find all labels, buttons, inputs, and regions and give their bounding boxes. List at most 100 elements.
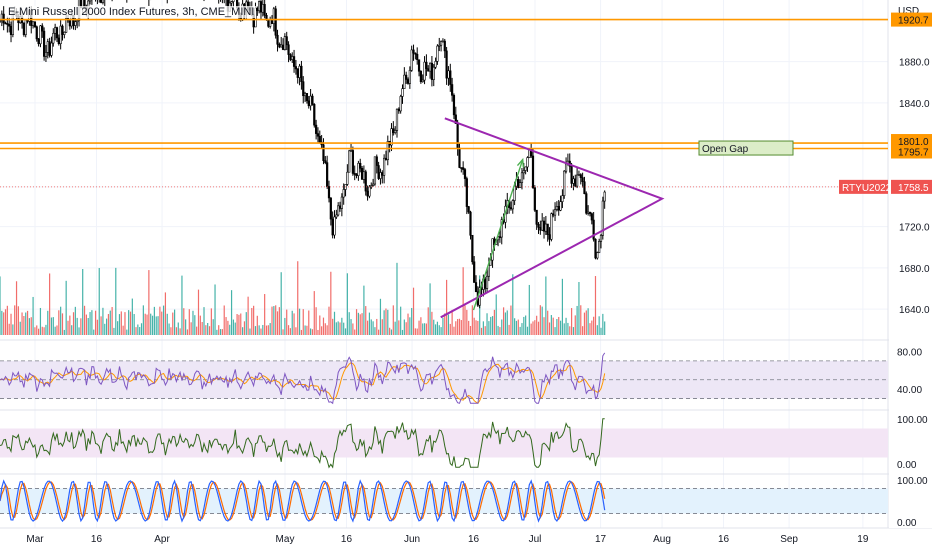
volume-bar (519, 326, 521, 335)
volume-bar (137, 324, 139, 335)
candle (31, 21, 35, 26)
candle (230, 1, 233, 4)
candle (535, 209, 538, 225)
candle (576, 174, 579, 187)
volume-bar (236, 314, 238, 335)
candle (335, 214, 338, 218)
volume-bar (469, 325, 472, 335)
candle (531, 155, 535, 188)
volume-bar (100, 316, 102, 335)
volume-bar (548, 322, 551, 335)
volume-bar (359, 314, 361, 335)
volume-bar (398, 320, 400, 335)
volume-bar (594, 276, 597, 335)
volume-bar (578, 282, 580, 335)
time-tick-label: Apr (154, 534, 170, 545)
volume-bar (19, 321, 21, 335)
volume-bar (201, 322, 203, 335)
volume-bar (536, 315, 538, 335)
volume-bar (440, 327, 442, 335)
trend-arrow[interactable] (472, 159, 524, 311)
volume-bar (287, 325, 290, 335)
volume-bar (47, 310, 49, 335)
candle (300, 65, 303, 82)
candle (579, 174, 582, 178)
time-tick-label: Mar (26, 534, 44, 545)
candle (337, 205, 340, 216)
time-tick-label: 17 (595, 534, 607, 545)
candle (267, 19, 270, 27)
open-gap-box[interactable] (698, 140, 794, 156)
volume-bar (56, 325, 58, 335)
volume-bar (30, 317, 32, 335)
volume-bar (212, 319, 214, 335)
drawings[interactable] (440, 117, 665, 319)
volume-bar (26, 310, 29, 335)
volume-bar (313, 291, 315, 335)
candle (276, 34, 279, 45)
volume-bar (574, 315, 576, 335)
candle (289, 54, 292, 60)
candle (462, 167, 465, 170)
candle (524, 166, 527, 171)
candle (270, 19, 274, 24)
volume-bar (357, 312, 359, 335)
candle (371, 183, 375, 186)
volume-bar (392, 305, 394, 335)
candle (8, 24, 11, 27)
volume-bar (243, 321, 246, 335)
last-price-badge: 1758.5 (898, 183, 929, 194)
volume-bar (120, 311, 122, 335)
candle (324, 160, 327, 163)
candle (386, 141, 389, 161)
volume-bar (185, 319, 187, 335)
candle (546, 223, 549, 235)
volume-bar (298, 308, 301, 335)
level-1920-badge-bg (891, 12, 932, 27)
volume-bar (501, 319, 503, 335)
volume-bar (554, 327, 556, 335)
candle (46, 41, 49, 53)
stoch-tick-100: 100.00 (897, 476, 928, 487)
candle (410, 49, 413, 71)
volume-bar (216, 329, 218, 335)
volume-bar (593, 316, 595, 335)
volume-bar (604, 321, 606, 335)
candle (587, 211, 590, 214)
volume-bar (423, 323, 426, 335)
volume-bar (153, 306, 155, 335)
volume-bar (346, 273, 348, 335)
volume-bar (14, 305, 16, 335)
candle (439, 41, 443, 46)
candle (232, 0, 235, 2)
indicator-bands (0, 360, 888, 514)
candle (340, 196, 343, 209)
candle (272, 8, 275, 24)
volume-bar (383, 310, 385, 335)
volume-bar (587, 308, 589, 335)
volume-bar (561, 278, 564, 335)
volume-bar (431, 311, 433, 335)
price-tick-label: 1680.0 (899, 264, 930, 275)
volume-bar (523, 316, 525, 335)
horizontal-levels[interactable]: Open Gap (0, 18, 888, 188)
candle (76, 20, 79, 23)
volume-bar (429, 283, 431, 335)
osc-tick-100: 100.00 (897, 415, 928, 426)
candle (258, 1, 261, 12)
volume-bar (188, 309, 190, 335)
volume-bar (366, 320, 369, 335)
candle (467, 206, 470, 213)
symbol-badge: RTYU2022 (842, 183, 892, 194)
volume-bar (74, 306, 76, 335)
rsi-tick-40: 40.00 (897, 385, 922, 396)
volume-bar (262, 324, 264, 335)
volume-bar (455, 321, 457, 335)
candle (590, 213, 593, 221)
osc-tick-0: 0.00 (897, 460, 917, 471)
candle (298, 65, 301, 78)
candle (99, 0, 103, 3)
triangle-pattern[interactable] (440, 117, 665, 319)
candle (291, 56, 294, 60)
